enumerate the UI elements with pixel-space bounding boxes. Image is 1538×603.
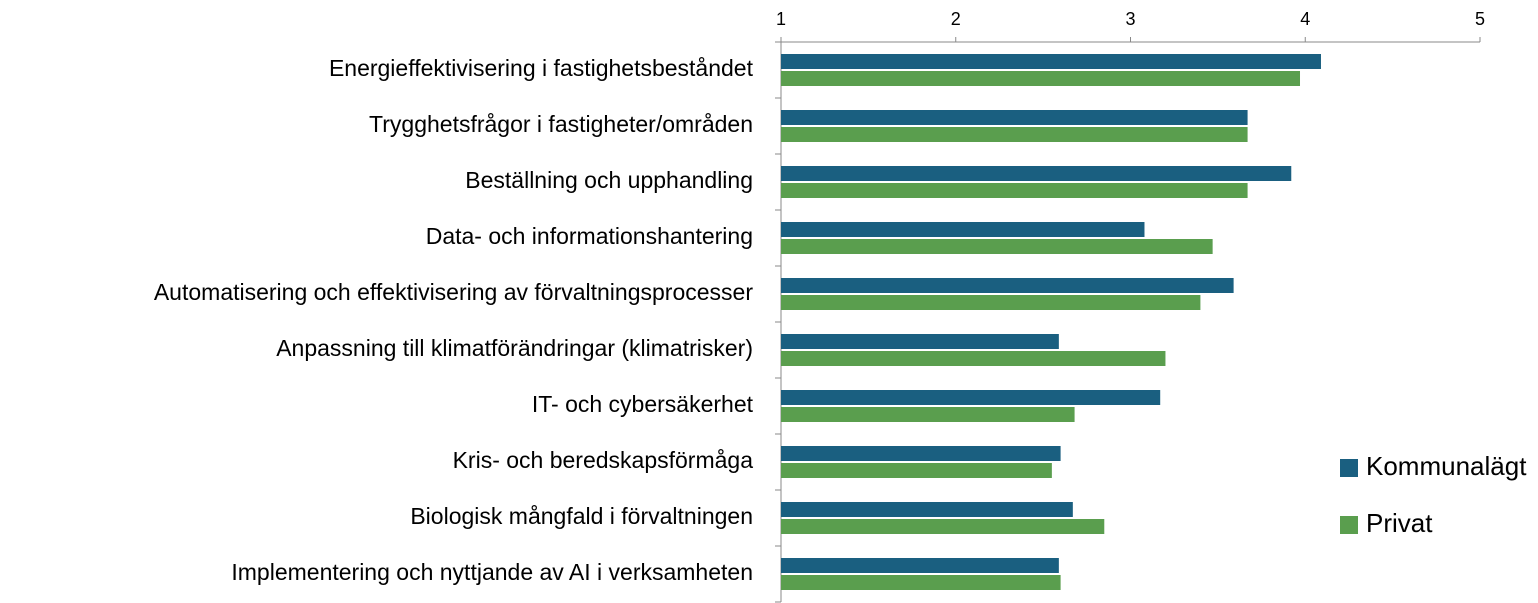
category-label: Kris- och beredskapsförmåga xyxy=(453,447,754,473)
category-label: Implementering och nyttjande av AI i ver… xyxy=(231,559,753,585)
bar xyxy=(781,295,1201,310)
category-label: Beställning och upphandling xyxy=(465,167,753,193)
bar xyxy=(781,334,1059,349)
bar xyxy=(781,183,1248,198)
legend-swatch xyxy=(1340,459,1358,477)
bar xyxy=(781,390,1161,405)
x-tick-label: 3 xyxy=(1125,9,1135,29)
bar xyxy=(781,278,1234,293)
legend-swatch xyxy=(1340,516,1358,534)
bar xyxy=(781,407,1075,422)
category-label: Energieffektivisering i fastighetsbestån… xyxy=(329,55,754,81)
bar xyxy=(781,575,1061,590)
bar xyxy=(781,127,1248,142)
bar xyxy=(781,446,1061,461)
category-label: Biologisk mångfald i förvaltningen xyxy=(410,503,753,529)
x-tick-label: 5 xyxy=(1475,9,1485,29)
bar xyxy=(781,110,1248,125)
x-tick-label: 1 xyxy=(776,9,786,29)
bar xyxy=(781,166,1292,181)
bar xyxy=(781,463,1052,478)
legend-label: Privat xyxy=(1366,508,1433,538)
bar xyxy=(781,71,1301,86)
category-label: Automatisering och effektivisering av fö… xyxy=(154,279,753,305)
bar xyxy=(781,502,1073,517)
bar xyxy=(781,351,1166,366)
x-tick-label: 2 xyxy=(951,9,961,29)
category-label: Data- och informationshantering xyxy=(426,223,753,249)
bar xyxy=(781,222,1145,237)
bar xyxy=(781,519,1105,534)
bar xyxy=(781,239,1213,254)
bar xyxy=(781,54,1321,69)
x-tick-label: 4 xyxy=(1300,9,1310,29)
category-label: Trygghetsfrågor i fastigheter/områden xyxy=(369,111,753,137)
legend-label: Kommunalägt xyxy=(1366,451,1527,481)
category-label: IT- och cybersäkerhet xyxy=(532,391,754,417)
category-label: Anpassning till klimatförändringar (klim… xyxy=(276,335,753,361)
bar xyxy=(781,558,1059,573)
